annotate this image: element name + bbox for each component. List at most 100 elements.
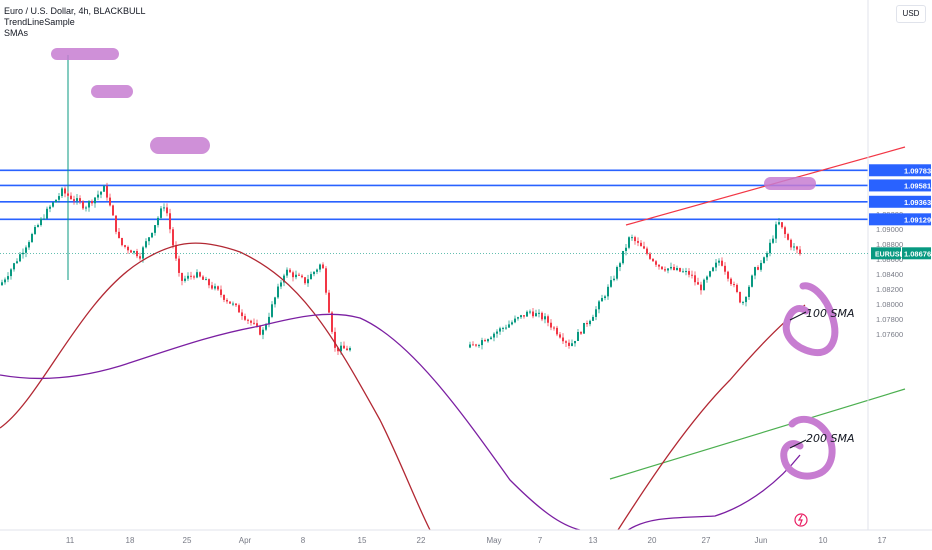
candle bbox=[79, 195, 81, 205]
candle bbox=[754, 266, 756, 280]
candle bbox=[637, 237, 639, 247]
candle bbox=[286, 267, 288, 278]
candle bbox=[676, 265, 678, 272]
currency-button[interactable]: USD bbox=[896, 5, 926, 23]
candle bbox=[34, 224, 36, 236]
candle bbox=[19, 252, 21, 263]
candle bbox=[607, 284, 609, 300]
candle bbox=[238, 303, 240, 313]
candle bbox=[721, 257, 723, 267]
last-price-symbol: EURUSD bbox=[875, 251, 905, 258]
candle bbox=[133, 250, 135, 255]
candle bbox=[502, 326, 504, 332]
candle bbox=[28, 240, 30, 250]
indicator-trendline-label[interactable]: TrendLineSample bbox=[4, 17, 75, 27]
candle bbox=[298, 272, 300, 277]
candle bbox=[118, 228, 120, 239]
candle bbox=[136, 248, 138, 259]
candle bbox=[763, 256, 765, 264]
candle bbox=[151, 232, 153, 239]
candle bbox=[643, 241, 645, 250]
candle bbox=[469, 341, 471, 349]
candle bbox=[799, 245, 801, 256]
candle bbox=[601, 294, 603, 302]
last-price-value: 1.08676 bbox=[904, 249, 931, 258]
candle bbox=[577, 329, 579, 342]
candle bbox=[199, 271, 201, 278]
candle bbox=[106, 182, 108, 201]
candle bbox=[127, 245, 129, 254]
candle bbox=[193, 274, 195, 280]
candle bbox=[475, 343, 477, 348]
candle bbox=[313, 271, 315, 277]
candle bbox=[25, 245, 27, 258]
candle bbox=[493, 332, 495, 342]
candle bbox=[520, 314, 522, 319]
candle bbox=[349, 346, 351, 352]
candle bbox=[490, 336, 492, 340]
time-tick-label: 7 bbox=[538, 536, 543, 545]
candle bbox=[688, 268, 690, 278]
indicator-sma-label[interactable]: SMAs bbox=[4, 28, 29, 38]
candle bbox=[196, 269, 198, 279]
candle bbox=[100, 191, 102, 199]
candle bbox=[169, 208, 171, 234]
candle bbox=[478, 343, 480, 348]
candle bbox=[556, 325, 558, 337]
candle bbox=[658, 264, 660, 270]
candle bbox=[154, 224, 156, 236]
sma-100-pointer bbox=[789, 311, 807, 321]
candle bbox=[121, 237, 123, 247]
level-price-tag-value: 1.09783 bbox=[904, 166, 931, 175]
chart-legend: Euro / U.S. Dollar, 4h, BLACKBULL TrendL… bbox=[4, 6, 146, 39]
candle bbox=[337, 347, 339, 356]
candle bbox=[40, 217, 42, 227]
level-price-tag: 1.09363 bbox=[869, 195, 931, 208]
candle bbox=[511, 320, 513, 326]
candle bbox=[691, 270, 693, 279]
sma-200-line bbox=[0, 313, 801, 531]
candle bbox=[91, 199, 93, 206]
candle bbox=[505, 324, 507, 330]
event-icon bbox=[794, 513, 808, 527]
candle bbox=[325, 266, 327, 295]
candle bbox=[178, 255, 180, 277]
candle bbox=[712, 266, 714, 272]
price-tick-label: 1.08200 bbox=[876, 285, 903, 294]
candle bbox=[307, 274, 309, 287]
candle bbox=[610, 276, 612, 288]
candle bbox=[277, 283, 279, 299]
candle bbox=[523, 315, 525, 319]
highlight-marker bbox=[91, 85, 133, 98]
candlesticks bbox=[1, 182, 801, 356]
candle bbox=[661, 266, 663, 270]
candle bbox=[649, 252, 651, 260]
candle bbox=[64, 186, 66, 198]
candle bbox=[667, 268, 669, 274]
level-price-tag: 1.09129 bbox=[869, 213, 931, 226]
level-price-tag: 1.09783 bbox=[869, 164, 931, 177]
time-tick-label: 11 bbox=[66, 536, 75, 545]
candle bbox=[589, 319, 591, 327]
candle bbox=[532, 307, 534, 319]
candle bbox=[787, 232, 789, 241]
candle bbox=[481, 337, 483, 350]
last-price-tag: EURUSD 1.08676 bbox=[871, 247, 931, 260]
candle bbox=[49, 204, 51, 213]
sma-200-circle-marker bbox=[780, 415, 836, 480]
candle bbox=[1, 279, 3, 286]
candle bbox=[31, 232, 33, 243]
candle bbox=[592, 314, 594, 321]
candle bbox=[214, 283, 216, 291]
candle bbox=[67, 191, 69, 197]
time-tick-label: 13 bbox=[589, 536, 598, 545]
candle bbox=[334, 327, 336, 352]
price-tags: 1.09783 1.09581 1.09363 1.09129 EURUSD 1.0867… bbox=[0, 164, 931, 260]
price-tick-label: 1.09000 bbox=[876, 225, 903, 234]
candle bbox=[757, 265, 759, 271]
candle bbox=[112, 204, 114, 216]
moving-averages bbox=[0, 242, 806, 531]
candle bbox=[625, 244, 627, 256]
candle bbox=[619, 261, 621, 272]
